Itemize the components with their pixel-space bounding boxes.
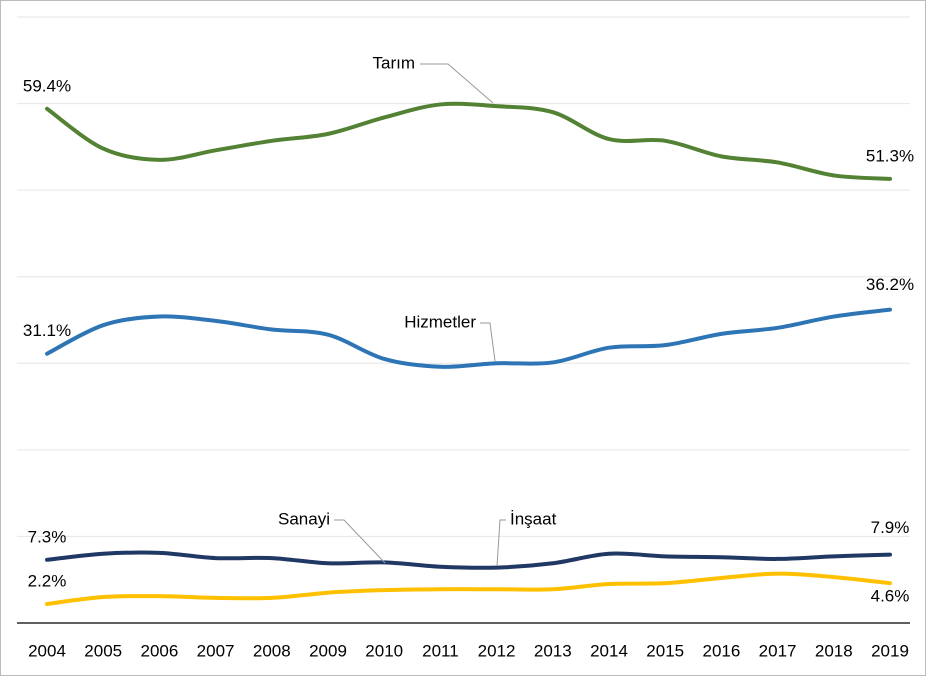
data-label: 31.1% <box>23 321 71 340</box>
x-tick-label: 2007 <box>197 641 235 660</box>
x-tick-label: 2008 <box>253 641 291 660</box>
data-label: 59.4% <box>23 76 71 95</box>
x-tick-label: 2010 <box>365 641 403 660</box>
x-tick-label: 2015 <box>646 641 684 660</box>
x-tick-label: 2016 <box>702 641 740 660</box>
leader-line <box>496 519 506 567</box>
leader-line <box>334 519 386 564</box>
series-line <box>45 571 892 606</box>
x-tick-label: 2017 <box>759 641 797 660</box>
x-tick-label: 2012 <box>478 641 516 660</box>
data-label: 7.9% <box>871 518 910 537</box>
x-tick-label: 2013 <box>534 641 572 660</box>
x-tick-label: 2018 <box>815 641 853 660</box>
series-label: Tarım <box>373 53 416 72</box>
leader-line <box>420 63 494 104</box>
x-tick-label: 2019 <box>871 641 909 660</box>
data-label: 51.3% <box>866 146 914 165</box>
x-tick-label: 2009 <box>309 641 347 660</box>
data-label: 7.3% <box>28 527 67 546</box>
leader-line <box>480 322 496 362</box>
data-label: 36.2% <box>866 275 914 294</box>
x-tick-label: 2014 <box>590 641 628 660</box>
x-tick-label: 2011 <box>422 641 459 660</box>
x-tick-label: 2004 <box>28 641 66 660</box>
series-line <box>45 550 892 570</box>
series-label: Sanayi <box>278 509 330 528</box>
series-label: Hizmetler <box>404 312 476 331</box>
x-tick-label: 2006 <box>140 641 178 660</box>
series-line <box>45 101 892 181</box>
x-tick-label: 2005 <box>84 641 122 660</box>
data-label: 2.2% <box>28 571 67 590</box>
series-line <box>45 307 892 369</box>
data-label: 4.6% <box>871 587 910 606</box>
series-label: İnşaat <box>510 509 557 528</box>
